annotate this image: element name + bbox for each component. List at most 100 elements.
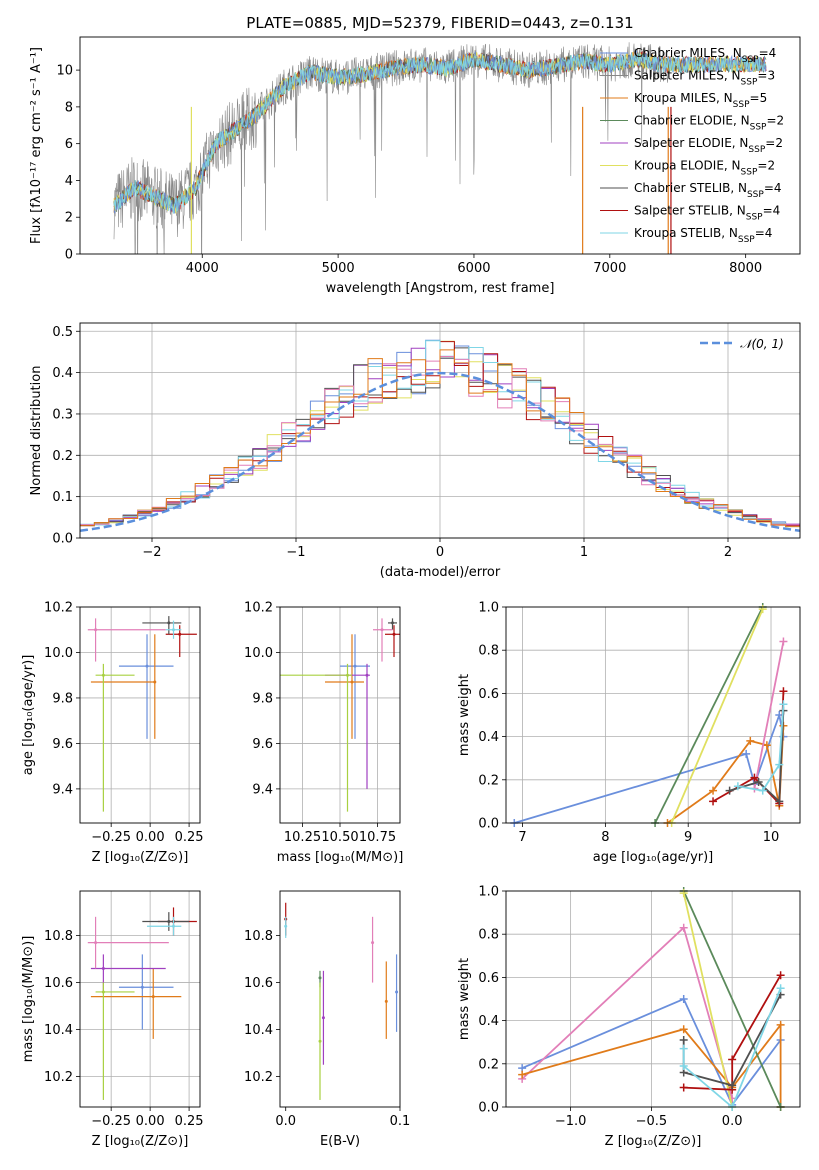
x-tick-label: 2 <box>724 545 732 560</box>
legend-count: =2 <box>766 114 784 128</box>
series-marker <box>728 1055 737 1064</box>
series-marker <box>679 1083 688 1092</box>
series-line-chabrier_stelib <box>729 710 785 804</box>
x-axis-label: Z [log₁₀(Z/Z⊙)] <box>92 850 189 865</box>
y-axis-label: mass weight <box>457 958 472 1040</box>
x-tick-label: 10.75 <box>359 830 396 845</box>
x-tick-label: 0.1 <box>390 1114 411 1129</box>
x-tick-label: −1 <box>286 545 305 560</box>
panel-marks <box>280 618 400 812</box>
x-tick-label: −2 <box>142 545 161 560</box>
legend-subscript: SSP <box>747 190 764 200</box>
legend-subscript: SSP <box>741 168 758 178</box>
x-tick-label: 0 <box>436 545 444 560</box>
x-tick-label: 0.00 <box>136 830 165 845</box>
y-tick-label: 0 <box>65 248 73 263</box>
y-tick-label: 10.4 <box>44 1023 73 1038</box>
gauss-curve <box>80 371 800 533</box>
x-tick-label: 7 <box>518 830 526 845</box>
series-marker <box>679 889 688 898</box>
x-tick-label: 10.25 <box>284 830 321 845</box>
y-axis-label: mass weight <box>457 674 472 756</box>
y-tick-label: 1.0 <box>478 601 499 616</box>
series-marker <box>779 687 788 696</box>
series-marker <box>742 749 751 758</box>
y-axis-label: mass [log₁₀(M/M⊙)] <box>21 936 36 1063</box>
series-line-kroupa_stelib <box>737 704 785 792</box>
spectrum-model-kroupa_stelib <box>113 53 767 214</box>
y-tick-label: 9.8 <box>252 691 273 706</box>
series-marker <box>518 1070 527 1079</box>
legend-subscript: SSP <box>741 78 758 88</box>
y-tick-label: 1.0 <box>478 885 499 900</box>
y-tick-label: 0.8 <box>478 928 499 943</box>
data-point <box>391 621 394 625</box>
y-tick-label: 9.6 <box>52 737 73 752</box>
series-line-chabrier_elodie <box>654 606 764 824</box>
x-axis-label: E(B-V) <box>320 1134 360 1149</box>
mass_vs_ebv-panel: 0.0 0.1 10.2 10.4 10.6 10.8 E(B-V) <box>244 890 411 1149</box>
mass_vs_Z-panel: −0.25 0.00 0.25 10.2 10.4 10.6 10.8 Z [log₁₀(Z/… <box>21 890 204 1149</box>
x-tick-label: 4000 <box>186 261 219 276</box>
y-tick-label: 0.0 <box>52 532 73 547</box>
series-marker <box>754 777 763 786</box>
figure-title: PLATE=0885, MJD=52379, FIBERID=0443, z=0… <box>246 14 633 32</box>
data-point <box>318 1039 322 1043</box>
series-line-kroupa_elodie <box>670 608 764 824</box>
data-point <box>350 680 354 684</box>
x-tick-label: 10 <box>763 830 780 845</box>
y-tick-label: 10.6 <box>244 976 273 991</box>
y-tick-label: 9.4 <box>252 782 273 797</box>
data-point <box>172 628 176 632</box>
axes-frame <box>505 606 801 824</box>
series-marker <box>779 637 788 646</box>
legend-count: =4 <box>759 46 777 60</box>
axes-frame <box>79 36 801 255</box>
legend-count: =4 <box>763 204 781 218</box>
y-tick-label: 0.0 <box>478 817 499 832</box>
x-tick-label: −0.5 <box>636 1114 668 1129</box>
residual-panel: −2 −1 0 1 2 0.0 0.1 0.2 0.3 0.4 0.5 (data-model)/er… <box>29 322 801 580</box>
y-tick-label: 6 <box>65 137 73 152</box>
y-tick-label: 0.6 <box>478 687 499 702</box>
y-axis-label: Normed distribution <box>29 366 44 496</box>
legend-label: Kroupa MILES, NSSP=5 <box>634 91 767 110</box>
legend-count: =2 <box>757 159 775 173</box>
data-point <box>140 985 144 989</box>
spectrum-lines <box>113 42 767 254</box>
x-axis-label: (data-model)/error <box>380 565 501 580</box>
legend-label: 𝒩(0, 1) <box>740 337 784 351</box>
series-marker <box>733 782 742 791</box>
y-tick-label: 10.2 <box>44 601 73 616</box>
data-point <box>384 999 388 1003</box>
y-tick-label: 0.1 <box>52 490 73 505</box>
legend-count: =5 <box>750 91 768 105</box>
legend-subscript: SSP <box>750 123 767 133</box>
series-marker <box>728 1081 737 1090</box>
series-marker <box>679 1036 688 1045</box>
legend-label: Salpeter ELODIE, NSSP=2 <box>634 136 783 155</box>
series-marker <box>776 1020 785 1029</box>
x-tick-label: −0.25 <box>91 830 131 845</box>
series-line-chabrier_elodie <box>682 890 782 1108</box>
y-tick-label: 10.2 <box>244 601 273 616</box>
massweight_vs_Z-panel: −1.0 −0.5 0.0 0.0 0.2 0.4 0.6 0.8 1.0 Z [log₁₀(Z/… <box>457 885 801 1149</box>
x-tick-label: 6000 <box>457 261 490 276</box>
x-tick-label: 8 <box>601 830 609 845</box>
y-tick-label: 10.8 <box>244 929 273 944</box>
x-tick-label: 10.50 <box>321 830 358 845</box>
x-tick-label: 0.0 <box>275 1114 296 1129</box>
legend-label: Chabrier ELODIE, NSSP=2 <box>634 114 784 133</box>
y-tick-label: 10.8 <box>44 929 73 944</box>
y-tick-label: 0.6 <box>478 971 499 986</box>
data-point <box>101 966 105 970</box>
y-tick-label: 9.8 <box>52 691 73 706</box>
y-tick-label: 0.0 <box>478 1101 499 1116</box>
series-marker <box>776 971 785 980</box>
data-point <box>167 920 171 924</box>
spectrum-panel: 4000 5000 6000 7000 8000 0 2 4 6 8 10 wavelength [A… <box>29 36 801 296</box>
series-marker <box>679 995 688 1003</box>
legend-label: Kroupa STELIB, NSSP=4 <box>634 226 772 245</box>
x-tick-label: 1 <box>580 545 588 560</box>
legend-count: =4 <box>764 181 782 195</box>
